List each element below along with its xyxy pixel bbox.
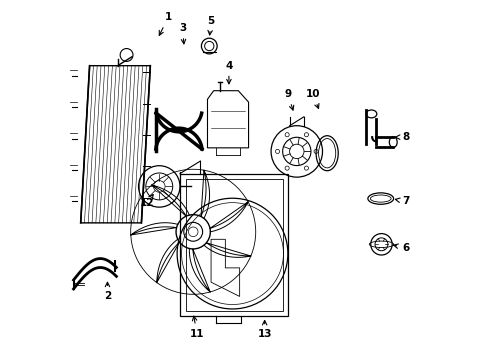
Text: 12: 12 xyxy=(140,194,154,208)
Bar xyxy=(186,179,283,311)
Text: 3: 3 xyxy=(179,23,186,44)
Text: 11: 11 xyxy=(190,316,204,339)
Text: 10: 10 xyxy=(306,89,320,108)
Text: 4: 4 xyxy=(225,61,233,84)
Text: 5: 5 xyxy=(207,16,215,35)
Text: 9: 9 xyxy=(284,89,294,110)
Bar xyxy=(180,174,288,316)
Text: 1: 1 xyxy=(159,13,172,35)
Text: 13: 13 xyxy=(257,320,272,339)
Text: 7: 7 xyxy=(395,197,410,206)
Text: 2: 2 xyxy=(104,282,111,301)
Text: 6: 6 xyxy=(393,243,409,253)
Text: 8: 8 xyxy=(395,132,409,142)
